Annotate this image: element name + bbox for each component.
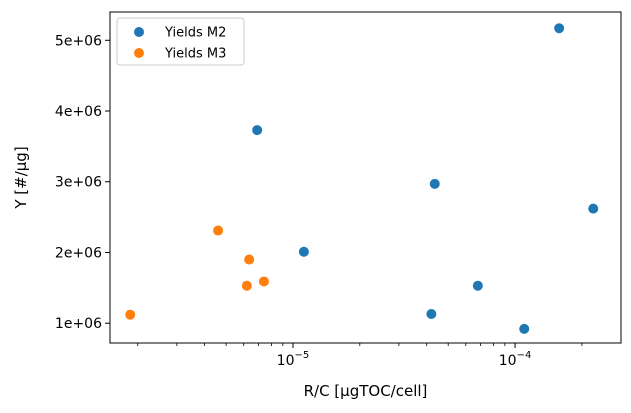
x-tick-label: 10−4 bbox=[499, 350, 532, 369]
data-point bbox=[252, 125, 263, 136]
data-point bbox=[298, 246, 309, 257]
data-point bbox=[554, 23, 565, 34]
data-point bbox=[472, 280, 483, 291]
data-points bbox=[125, 23, 599, 334]
legend-label-m3: Yields M3 bbox=[164, 47, 226, 62]
data-point bbox=[588, 203, 599, 214]
y-tick-label: 2e+06 bbox=[55, 245, 102, 261]
data-point bbox=[426, 309, 437, 320]
legend-marker-m3 bbox=[134, 48, 144, 58]
legend-label-m2: Yields M2 bbox=[164, 26, 226, 41]
x-tick-label: 10−5 bbox=[277, 350, 310, 369]
data-point bbox=[244, 254, 255, 265]
data-point bbox=[125, 309, 136, 320]
axis-ticks: 1e+06 2e+06 3e+06 4e+06 5e+06 10−5 10−4 bbox=[55, 33, 583, 369]
data-point bbox=[258, 276, 269, 287]
data-point bbox=[429, 178, 440, 189]
legend-box bbox=[116, 17, 245, 66]
legend-marker-m2 bbox=[134, 27, 144, 37]
x-axis-label: R/C [μgTOC/cell] bbox=[304, 382, 428, 400]
y-tick-label: 5e+06 bbox=[55, 33, 102, 49]
plot-area bbox=[109, 11, 622, 344]
y-tick-label: 1e+06 bbox=[55, 316, 102, 332]
legend: Yields M2 Yields M3 bbox=[116, 17, 245, 66]
y-tick-label: 3e+06 bbox=[55, 175, 102, 191]
data-point bbox=[213, 225, 224, 236]
y-axis-label: Y [#/μg] bbox=[12, 146, 30, 209]
y-tick-label: 4e+06 bbox=[55, 104, 102, 120]
data-point bbox=[241, 280, 252, 291]
data-point bbox=[519, 323, 530, 334]
